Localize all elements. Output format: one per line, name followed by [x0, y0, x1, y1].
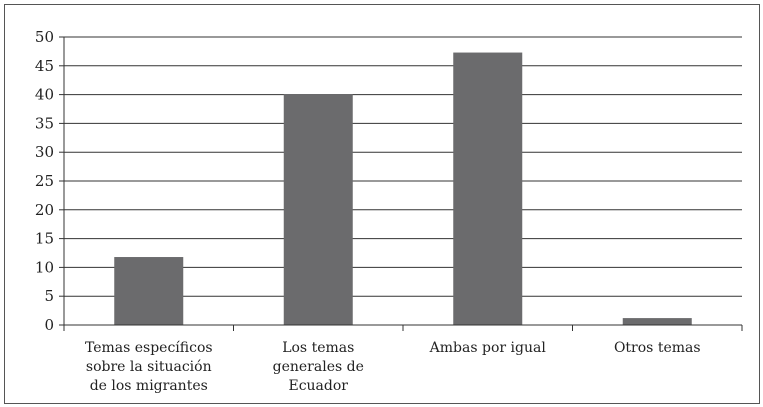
x-category-label-line: generales de: [273, 359, 364, 375]
y-tick-label: 35: [35, 114, 54, 132]
chart-frame: [4, 4, 760, 404]
bar: [453, 52, 523, 325]
x-category-label-line: Temas específicos: [85, 340, 213, 356]
bar: [283, 94, 353, 325]
y-tick-label: 20: [35, 201, 54, 219]
x-category-label-line: Los temas: [282, 340, 354, 356]
y-tick-label: 10: [35, 258, 54, 276]
x-category-label: Temas específicos sobre la situación de lo…: [85, 340, 213, 394]
y-tick-label: 25: [35, 172, 54, 190]
y-tick-label: 0: [44, 316, 54, 334]
bars: [114, 52, 692, 325]
y-tick-label: 40: [35, 86, 54, 104]
x-category-label-line: sobre la situación: [86, 359, 212, 375]
x-category-label: Otros temas: [614, 340, 701, 356]
axes: [59, 36, 743, 331]
y-tick-label: 50: [35, 28, 54, 46]
x-category-label-line: Ambas por igual: [429, 340, 547, 356]
y-tick-label: 30: [35, 143, 54, 161]
x-category-label-line: Otros temas: [614, 340, 701, 356]
y-tick-label: 15: [35, 230, 54, 248]
x-category-label: Ambas por igual: [429, 340, 547, 356]
x-category-label-line: de los migrantes: [90, 378, 208, 394]
y-tick-label: 5: [44, 287, 54, 305]
bar: [622, 318, 692, 325]
y-tick-label: 45: [35, 57, 54, 75]
x-category-label-line: Ecuador: [288, 378, 348, 394]
x-axis-category-labels: Temas específicos sobre la situación de lo…: [85, 340, 701, 394]
x-category-label: Los temas generales de Ecuador: [273, 340, 364, 394]
bar: [114, 257, 184, 325]
y-axis-tick-labels: 0 5 10 15 20 25 30 35 40 45 50: [35, 28, 54, 334]
